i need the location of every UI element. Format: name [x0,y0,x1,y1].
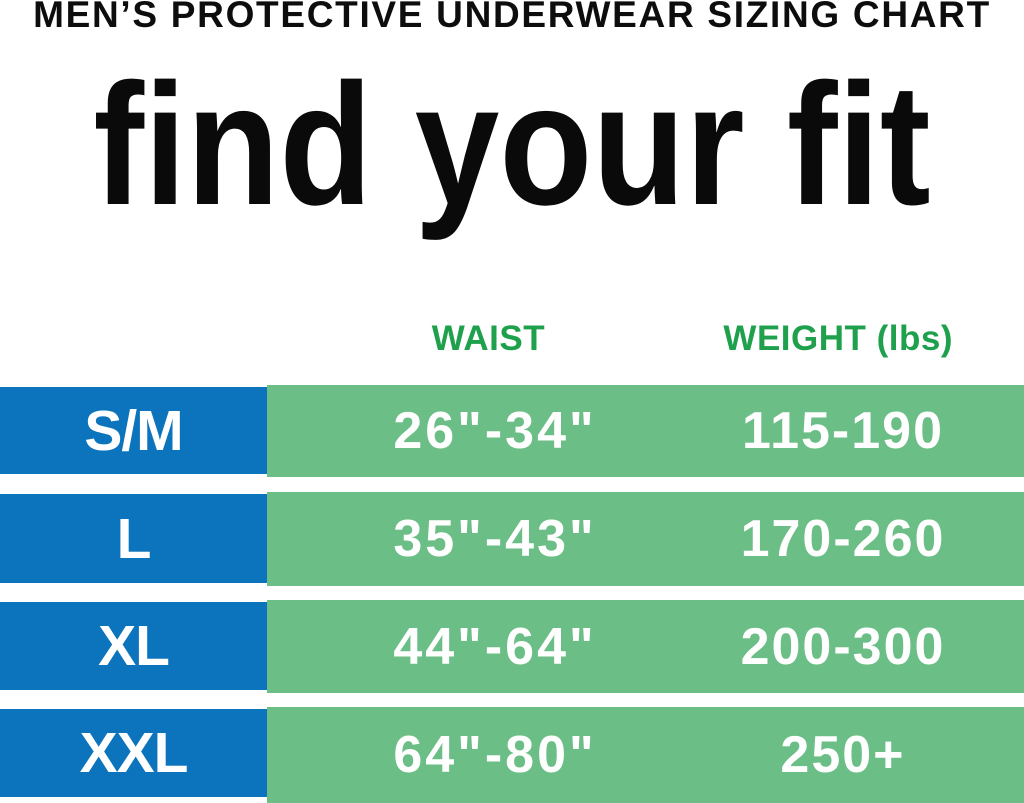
waist-value: 35"-43" [393,510,597,568]
weight-cell: 200-300 [733,600,1024,693]
waist-column-header: WAIST [431,319,546,358]
weight-value: 250+ [780,726,906,784]
weight-value: 170-260 [740,510,946,568]
size-cell: S/M [0,387,267,474]
weight-column-header-cell: WEIGHT (lbs) [723,321,1024,363]
waist-cell: 64"-80" [267,707,733,803]
row-band: 64"-80" 250+ [267,707,1024,803]
chart-title: MEN’S PROTECTIVE UNDERWEAR SIZING CHART [33,0,991,35]
weight-cell: 250+ [733,707,1024,803]
row-band: 44"-64" 200-300 [267,600,1024,693]
row-band: 35"-43" 170-260 [267,492,1024,586]
size-cell: XL [0,602,267,690]
waist-cell: 26"-34" [267,385,733,477]
size-cell: XXL [0,709,267,797]
waist-value: 26"-34" [393,402,597,460]
table-row: 44"-64" 200-300 XL [0,600,1024,693]
table-row: 64"-80" 250+ XXL [0,707,1024,803]
hero-headline: find your fit [93,47,931,241]
table-header-row: WAIST WEIGHT (lbs) [0,321,1024,363]
waist-value: 64"-80" [393,726,597,784]
size-label: XL [98,614,170,678]
size-label: XXL [79,721,189,785]
weight-value: 200-300 [740,617,946,676]
table-row: 35"-43" 170-260 L [0,492,1024,586]
size-label: L [116,506,152,571]
table-row: 26"-34" 115-190 S/M [0,385,1024,477]
size-cell: L [0,494,267,583]
waist-cell: 44"-64" [267,600,733,693]
waist-column-header-cell: WAIST [263,321,723,363]
weight-cell: 115-190 [733,385,1024,477]
waist-cell: 35"-43" [267,492,733,586]
size-label: S/M [84,398,183,463]
waist-value: 44"-64" [393,617,597,676]
size-column-header-spacer [0,321,263,363]
weight-cell: 170-260 [733,492,1024,586]
row-band: 26"-34" 115-190 [267,385,1024,477]
weight-value: 115-190 [742,402,944,460]
weight-column-header: WEIGHT (lbs) [723,319,953,358]
